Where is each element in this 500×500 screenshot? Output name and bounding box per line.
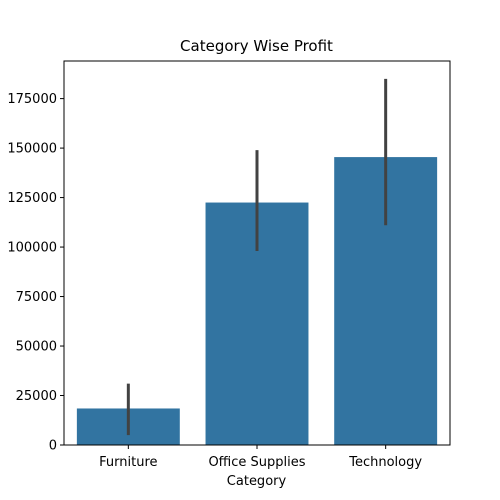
y-tick-label: 50000: [16, 340, 57, 355]
x-axis-label: Category: [227, 474, 287, 489]
error-bars-group: [126, 78, 388, 436]
y-tick-label: 0: [49, 439, 57, 454]
y-tick-label: 125000: [7, 191, 57, 206]
x-tick-label: Technology: [348, 455, 422, 470]
y-tick-label: 100000: [7, 241, 57, 256]
x-tick-label: Office Supplies: [208, 455, 305, 470]
y-axis: 0 25000 50000 75000 100000 125000 150000 175000: [7, 92, 64, 454]
plot-frame: [63, 60, 451, 446]
y-tick-label: 175000: [7, 92, 57, 107]
x-tick-label: Furniture: [99, 455, 157, 470]
y-tick-label: 75000: [16, 290, 57, 305]
y-tick-label: 25000: [16, 389, 57, 404]
chart-title: Category Wise Profit: [180, 37, 333, 55]
y-tick-label: 150000: [7, 142, 57, 157]
x-axis: Furniture Office Supplies Technology: [99, 445, 422, 470]
